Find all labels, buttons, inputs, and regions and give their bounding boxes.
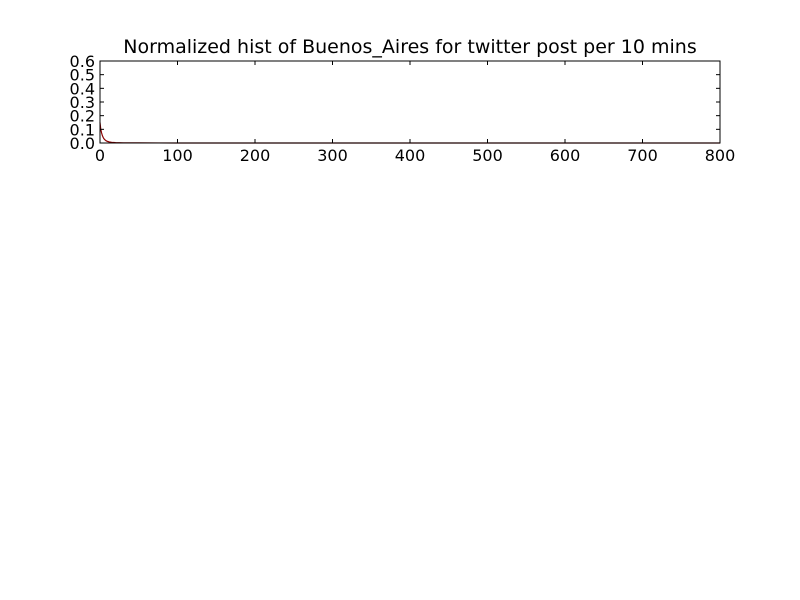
y-tick-label: 0.4 — [70, 79, 95, 98]
chart-title: Normalized hist of Buenos_Aires for twit… — [123, 36, 696, 58]
x-tick-label: 800 — [705, 146, 736, 165]
y-tick-label: 0.3 — [70, 93, 95, 112]
x-tick-label: 200 — [240, 146, 271, 165]
y-tick-label: 0.2 — [70, 107, 95, 126]
y-tick-label: 0.0 — [70, 134, 95, 153]
y-tick-label: 0.6 — [70, 52, 95, 71]
x-tick-label: 0 — [95, 146, 105, 165]
x-tick-label: 300 — [317, 146, 348, 165]
plot-area: 0 100 200 300 400 500 600 700 800 0.00.10.20.30.4… — [70, 52, 736, 165]
y-tick-label: 0.1 — [70, 120, 95, 139]
x-tick-label: 500 — [472, 146, 503, 165]
x-tick-label: 400 — [395, 146, 426, 165]
x-tick-label: 700 — [627, 146, 658, 165]
x-tick-label: 600 — [550, 146, 581, 165]
y-tick-label: 0.5 — [70, 66, 95, 85]
x-tick-label: 100 — [162, 146, 193, 165]
